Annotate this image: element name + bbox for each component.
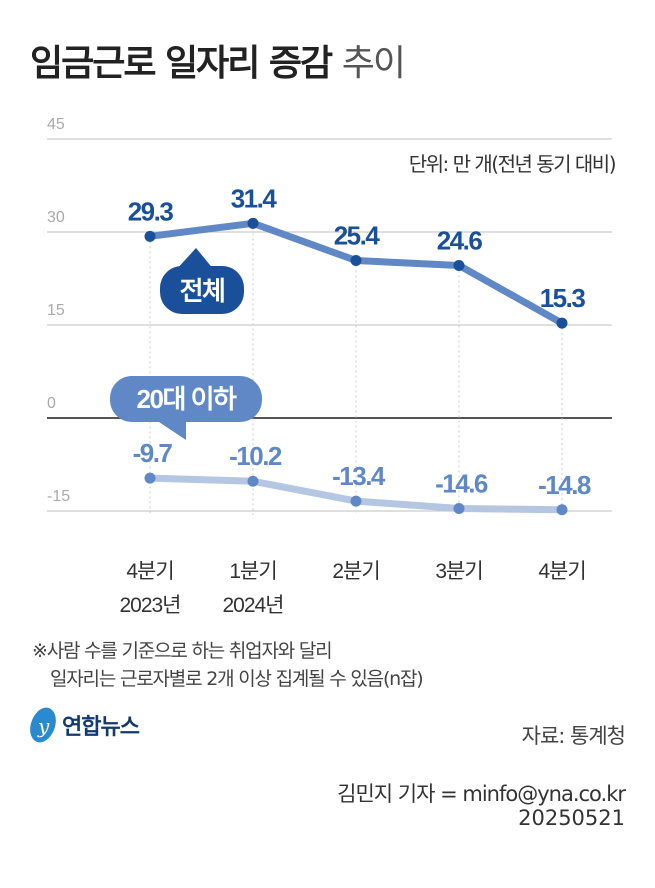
data-label: 15.3	[540, 283, 586, 313]
data-point	[144, 472, 156, 484]
x-tick-label-year: 2024년	[222, 594, 283, 617]
data-label: 24.6	[437, 225, 483, 255]
data-point	[247, 475, 259, 487]
data-point	[144, 230, 156, 242]
data-label: -14.6	[435, 469, 488, 499]
chart-title: 임금근로 일자리 증감 추이	[30, 34, 406, 86]
callout-20s-label: 20대 이하	[137, 384, 237, 414]
x-tick-label: 1분기	[229, 560, 276, 583]
line-chart: 45 30 15 0 -15 4분기 2023년 1분기 2024년 2분기 3분기 4분기 29.3 3…	[47, 116, 612, 617]
x-tick-label: 4분기	[538, 560, 585, 583]
data-label: -10.2	[229, 441, 282, 471]
callout-total	[160, 266, 244, 314]
data-point	[350, 495, 362, 507]
data-point	[453, 259, 465, 271]
credit: 김민지 기자 = minfo@yna.co.kr	[337, 782, 626, 806]
y-tick-label: 0	[47, 395, 56, 412]
data-label: 31.4	[231, 183, 278, 213]
data-label: -9.7	[133, 438, 173, 468]
source: 자료: 통계청	[521, 724, 626, 748]
x-tick-label: 4분기	[126, 560, 173, 583]
x-tick-label: 2분기	[332, 560, 379, 583]
data-point	[556, 504, 568, 516]
svg-text:y: y	[37, 714, 50, 738]
data-label: -14.8	[538, 470, 591, 500]
unit-label: 단위: 만 개(전년 동기 대비)	[408, 152, 617, 176]
data-label: -13.4	[332, 461, 386, 491]
y-tick-label: -15	[47, 488, 70, 505]
callout-total-label: 전체	[180, 276, 225, 306]
logo-text: 연합뉴스	[62, 715, 140, 740]
x-tick-label: 3분기	[435, 560, 482, 583]
y-tick-label: 15	[47, 302, 65, 319]
data-point	[453, 503, 465, 515]
footnote-line-2: 일자리는 근로자별로 2개 이상 집계될 수 있음(n잡)	[50, 668, 424, 690]
footnote-line-1: ※사람 수를 기준으로 하는 취업자와 달리	[32, 640, 333, 662]
date: 20250521	[518, 806, 625, 830]
data-point	[556, 317, 568, 329]
data-label: 29.3	[128, 196, 174, 226]
y-tick-label: 30	[47, 209, 65, 226]
x-tick-label-year: 2023년	[119, 594, 180, 617]
yonhap-logo: y 연합뉴스	[28, 705, 140, 745]
title-main: 임금근로 일자리 증감	[30, 43, 333, 84]
callout-pointer-total	[176, 248, 214, 270]
yonhap-logo-icon: y	[30, 707, 56, 743]
title-sub: 추이	[341, 43, 406, 84]
callout-20s	[110, 376, 262, 422]
y-tick-label: 45	[47, 116, 65, 133]
data-label: 25.4	[334, 221, 381, 251]
data-point	[350, 255, 362, 267]
data-point	[247, 217, 259, 229]
